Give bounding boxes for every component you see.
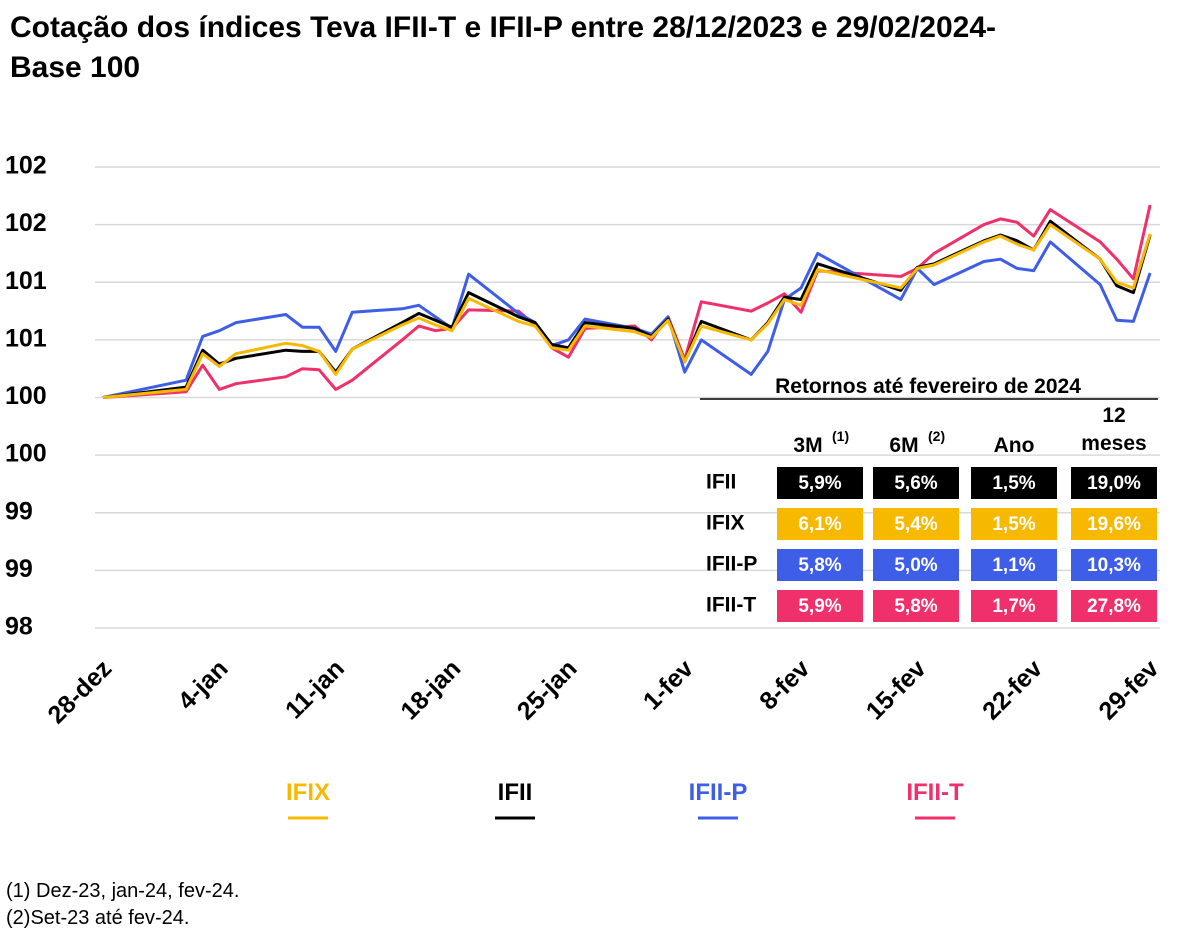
cell-background bbox=[1071, 590, 1157, 622]
legend-label: IFII-T bbox=[906, 779, 964, 806]
column-header: Ano bbox=[994, 434, 1035, 457]
y-tick-label: 101 bbox=[5, 267, 47, 295]
x-tick-label: 4-jan bbox=[173, 654, 234, 715]
cell-background bbox=[971, 508, 1057, 540]
series-line bbox=[102, 204, 1152, 399]
table-cell: 1,5% bbox=[992, 473, 1035, 494]
cell-background bbox=[777, 467, 863, 499]
y-tick-label: 102 bbox=[5, 152, 47, 180]
y-tick-label: 101 bbox=[5, 324, 47, 352]
series-line bbox=[102, 219, 1152, 399]
table-cell: 1,7% bbox=[992, 596, 1035, 617]
y-tick-label: 100 bbox=[5, 440, 47, 468]
cell-background bbox=[873, 549, 959, 581]
footnote: (1) Dez-23, jan-24, fev-24. bbox=[6, 880, 240, 902]
y-tick-label: 99 bbox=[5, 555, 33, 583]
y-tick-label: 99 bbox=[5, 497, 33, 525]
x-tick-label: 28-dez bbox=[42, 654, 117, 729]
cell-background bbox=[971, 549, 1057, 581]
x-tick-label: 11-jan bbox=[280, 654, 350, 724]
cell-background bbox=[873, 467, 959, 499]
x-tick-label: 8-fev bbox=[754, 654, 815, 715]
column-note: (1) bbox=[832, 428, 849, 444]
table-cell: 27,8% bbox=[1087, 596, 1141, 617]
table-cell: 10,3% bbox=[1087, 555, 1141, 576]
cell-background bbox=[873, 508, 959, 540]
column-header: 3M bbox=[793, 434, 822, 457]
column-header: 12 meses bbox=[1081, 404, 1146, 455]
table-title: Retornos até fevereiro de 2024 bbox=[775, 375, 1081, 398]
table-cell: 1,1% bbox=[992, 555, 1035, 576]
chart-title: Cotação dos índices Teva IFII-T e IFII-P… bbox=[10, 11, 997, 84]
row-label: IFII-P bbox=[706, 553, 757, 576]
table-cell: 5,8% bbox=[894, 596, 937, 617]
cell-background bbox=[1071, 549, 1157, 581]
table-cell: 5,4% bbox=[894, 514, 937, 535]
table-cell: 5,6% bbox=[894, 473, 937, 494]
x-tick-label: 1-fev bbox=[638, 654, 699, 715]
table-cell: 5,8% bbox=[798, 555, 841, 576]
y-tick-label: 102 bbox=[5, 209, 47, 237]
table-cell: 19,0% bbox=[1087, 473, 1141, 494]
cell-background bbox=[777, 508, 863, 540]
legend-label: IFII-P bbox=[689, 779, 748, 806]
x-tick-label: 29-fev bbox=[1093, 654, 1164, 725]
table-cell: 5,9% bbox=[798, 473, 841, 494]
footnote: (2)Set-23 até fev-24. bbox=[6, 907, 190, 929]
cell-background bbox=[873, 590, 959, 622]
series-line bbox=[102, 223, 1152, 399]
table-cell: 19,6% bbox=[1087, 514, 1141, 535]
x-tick-label: 25-jan bbox=[512, 654, 583, 725]
column-note: (2) bbox=[928, 428, 945, 444]
row-label: IFII bbox=[706, 471, 736, 494]
y-tick-label: 98 bbox=[5, 613, 33, 641]
x-tick-label: 22-fev bbox=[977, 654, 1048, 725]
cell-background bbox=[777, 590, 863, 622]
table-cell: 5,0% bbox=[894, 555, 937, 576]
column-header: 6M bbox=[889, 434, 918, 457]
x-tick-label: 15-fev bbox=[861, 654, 932, 725]
row-label: IFII-T bbox=[706, 594, 756, 617]
cell-background bbox=[777, 549, 863, 581]
legend-label: IFII bbox=[498, 779, 533, 806]
x-tick-label: 18-jan bbox=[395, 654, 466, 725]
cell-background bbox=[971, 467, 1057, 499]
table-cell: 5,9% bbox=[798, 596, 841, 617]
table-cell: 1,5% bbox=[992, 514, 1035, 535]
cell-background bbox=[1071, 467, 1157, 499]
legend-label: IFIX bbox=[286, 779, 330, 806]
table-cell: 6,1% bbox=[798, 514, 841, 535]
cell-background bbox=[1071, 508, 1157, 540]
row-label: IFIX bbox=[706, 512, 745, 535]
cell-background bbox=[971, 590, 1057, 622]
y-tick-label: 100 bbox=[5, 382, 47, 410]
